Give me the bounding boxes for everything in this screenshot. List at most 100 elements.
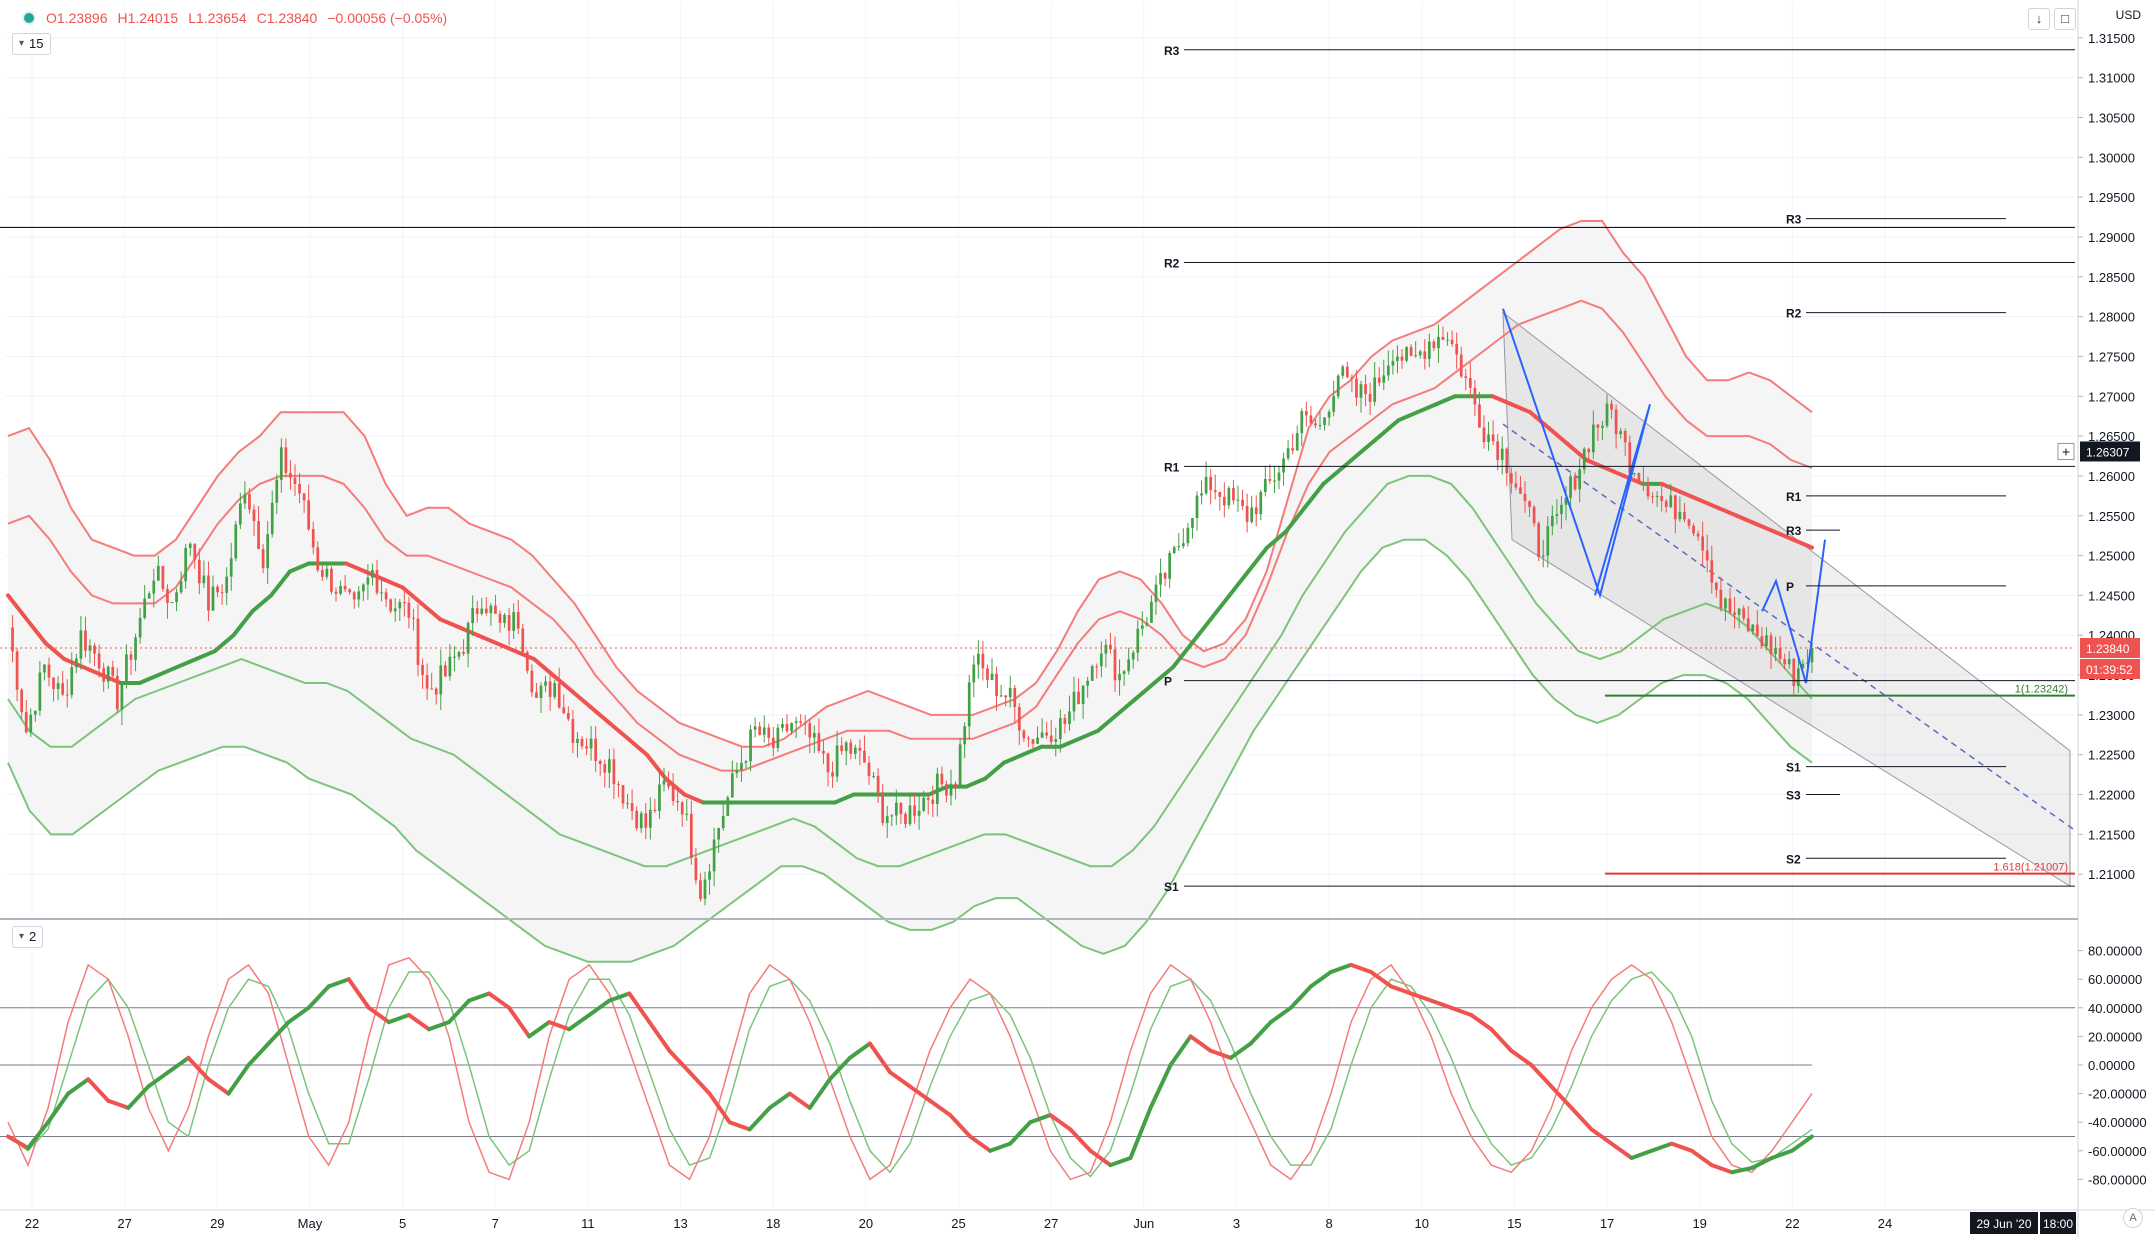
candle-body — [894, 802, 898, 816]
candle-body — [530, 670, 534, 693]
ohlc-legend: O1.23896 H1.24015 L1.23654 C1.23840 −0.0… — [22, 10, 447, 26]
ma-segment — [1716, 505, 1739, 518]
osc-main-segment — [186, 1055, 211, 1082]
candle-body — [753, 726, 757, 730]
candle-body — [1318, 425, 1322, 427]
candle-body — [102, 668, 106, 682]
y-tick-label: 1.22500 — [2088, 748, 2135, 763]
candle-body — [1400, 356, 1404, 361]
osc-main-segment — [1529, 1063, 1554, 1089]
candle-body — [1441, 337, 1445, 340]
crosshair-plus-icon — [2057, 442, 2075, 460]
candle-body — [767, 727, 771, 738]
candle-body — [79, 630, 83, 659]
y-tick-label: 1.26000 — [2088, 469, 2135, 484]
candle-body — [922, 797, 926, 811]
candle-body — [1268, 478, 1272, 481]
candle-body — [876, 775, 880, 793]
osc-tick-label: 20.00000 — [2088, 1029, 2142, 1044]
candle-body — [908, 805, 912, 825]
ma-segment — [1283, 505, 1307, 534]
candle-body — [1277, 472, 1281, 481]
ma-segment — [626, 736, 649, 757]
candle-body — [507, 614, 511, 631]
y-tick-label: 1.30000 — [2088, 150, 2135, 165]
candle-body — [935, 773, 939, 804]
candle-body — [694, 857, 698, 881]
osc-tick-label: -40.00000 — [2088, 1115, 2147, 1130]
ma-segment — [1697, 497, 1721, 510]
ma-segment — [1265, 529, 1288, 550]
candle-body — [612, 759, 616, 785]
candle-body — [1692, 525, 1695, 534]
candle-body — [849, 742, 853, 754]
osc-main-segment — [406, 1012, 431, 1032]
candle-body — [557, 683, 561, 708]
osc-main-segment — [246, 1041, 271, 1067]
candle-body — [1528, 501, 1531, 507]
candle-body — [248, 494, 251, 510]
candle-body — [776, 727, 780, 748]
candle-body — [972, 664, 976, 683]
candle-body — [1332, 396, 1336, 412]
download-arrow-icon[interactable]: ↓ — [2028, 8, 2050, 30]
osc-main-segment — [1308, 970, 1333, 989]
ma-segment — [1678, 489, 1702, 502]
candle-body — [853, 747, 857, 754]
candle-body — [671, 786, 675, 802]
ma-segment — [1302, 481, 1326, 510]
auto-scale-icon[interactable]: A — [2123, 1208, 2143, 1228]
candle-body — [598, 760, 602, 765]
candle-body — [603, 764, 607, 773]
candle-body — [1810, 647, 1814, 663]
y-tick-label: 1.31500 — [2088, 31, 2135, 46]
candle-body — [576, 738, 579, 743]
candle-body — [667, 780, 670, 787]
candle-body — [1605, 403, 1609, 426]
ma-segment — [1001, 752, 1025, 765]
candle-body — [1560, 504, 1563, 515]
candle-body — [1778, 647, 1782, 660]
osc-main-segment — [887, 1070, 912, 1089]
candle-body — [954, 783, 957, 788]
candle-body — [1751, 624, 1755, 632]
candle-body — [1195, 495, 1199, 518]
candle-body — [1619, 431, 1623, 435]
candle-body — [913, 805, 916, 816]
fullscreen-icon[interactable]: □ — [2054, 8, 2076, 30]
candle-body — [1737, 608, 1741, 615]
osc-main-segment — [988, 1141, 1013, 1153]
candle-body — [1022, 730, 1026, 739]
price-pane-indicator-tag[interactable]: ▾ 15 — [12, 33, 51, 55]
x-tick-label: 11 — [581, 1216, 595, 1231]
candle-body — [1359, 384, 1363, 398]
candle-body — [175, 592, 178, 603]
candle-body — [1541, 555, 1545, 557]
candle-body — [1072, 691, 1076, 712]
candle-body — [1222, 496, 1226, 506]
candle-body — [1569, 476, 1572, 498]
candle-body — [1587, 448, 1591, 453]
osc-slow-line — [7, 971, 1813, 1178]
candle-body — [448, 656, 452, 677]
oscillator-pane-indicator-tag[interactable]: ▾ 2 — [12, 926, 44, 948]
candle-body — [11, 627, 14, 652]
candle-body — [389, 599, 393, 612]
ma-segment — [6, 593, 29, 622]
candle-body — [1063, 718, 1067, 725]
ma-segment — [550, 673, 574, 693]
candle-body — [785, 724, 789, 732]
candle-body — [758, 726, 762, 735]
osc-main-segment — [1389, 984, 1414, 996]
candle-body — [1491, 434, 1495, 442]
candle-body — [334, 591, 338, 594]
ma-segment — [588, 704, 612, 725]
candle-body — [138, 617, 142, 638]
candle-body — [826, 753, 830, 773]
candle-body — [990, 673, 994, 680]
candle-body — [1345, 366, 1349, 378]
ma-segment — [475, 633, 499, 646]
y-tick-label: 1.28000 — [2088, 310, 2135, 325]
osc-main-segment — [86, 1077, 111, 1103]
